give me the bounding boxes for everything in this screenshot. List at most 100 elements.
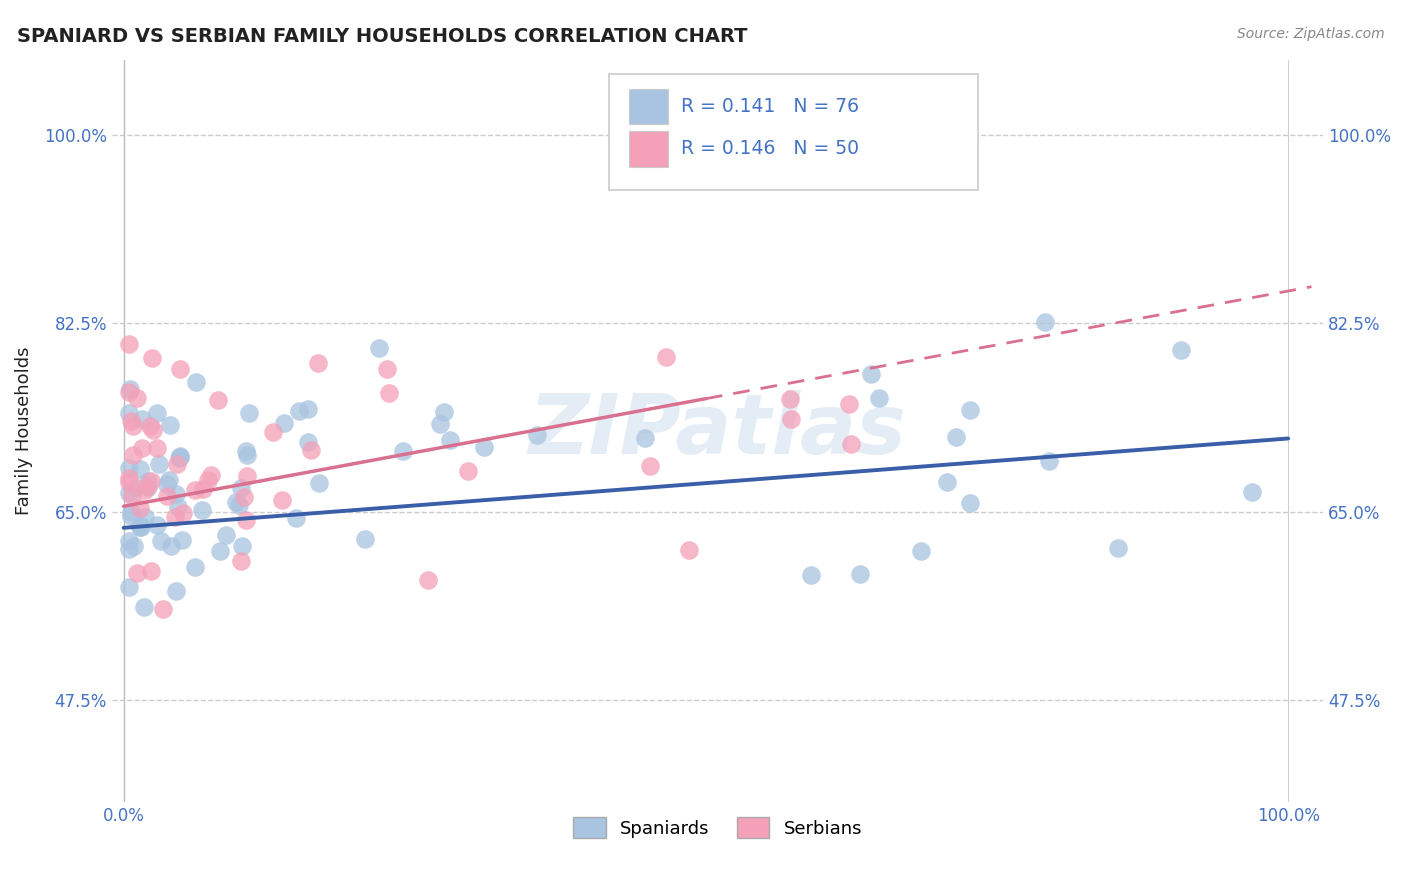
Point xyxy=(156,477,179,491)
Point xyxy=(134,483,156,498)
Point xyxy=(134,510,156,524)
Point xyxy=(120,414,142,428)
Point xyxy=(779,392,801,406)
Point xyxy=(125,481,148,495)
Point xyxy=(849,567,872,582)
Point xyxy=(375,362,398,376)
Point xyxy=(868,392,890,406)
Point xyxy=(800,568,823,582)
Point xyxy=(235,468,257,483)
Point xyxy=(118,486,141,500)
Point xyxy=(156,489,179,503)
Point xyxy=(160,539,183,553)
Point xyxy=(118,385,141,400)
Point xyxy=(122,418,145,433)
Point xyxy=(152,601,174,615)
Point xyxy=(959,403,981,417)
Point xyxy=(308,475,330,490)
Point xyxy=(235,444,257,458)
Point xyxy=(118,542,141,557)
Point xyxy=(131,442,153,456)
Point xyxy=(233,490,256,504)
Point xyxy=(307,356,329,370)
Point xyxy=(1170,343,1192,358)
Point xyxy=(148,457,170,471)
Text: R = 0.141   N = 76: R = 0.141 N = 76 xyxy=(682,97,859,116)
Point xyxy=(271,493,294,508)
Point xyxy=(139,474,162,488)
Point xyxy=(183,483,205,498)
Point xyxy=(129,518,152,533)
Point xyxy=(200,467,222,482)
Point xyxy=(238,406,260,420)
Point xyxy=(433,405,456,419)
Point xyxy=(288,404,311,418)
FancyBboxPatch shape xyxy=(609,74,979,190)
Point xyxy=(118,461,141,475)
Point xyxy=(124,539,146,553)
Point xyxy=(131,412,153,426)
FancyBboxPatch shape xyxy=(628,88,668,124)
Point xyxy=(128,500,150,515)
Point xyxy=(184,375,207,389)
Point xyxy=(165,584,187,599)
Point xyxy=(172,506,194,520)
Point xyxy=(1038,454,1060,468)
Point xyxy=(169,361,191,376)
Point xyxy=(457,464,479,478)
Point xyxy=(141,564,163,578)
Point xyxy=(118,337,141,351)
Point xyxy=(392,444,415,458)
Point xyxy=(439,434,461,448)
Point xyxy=(118,475,141,490)
Point xyxy=(191,482,214,496)
Point xyxy=(228,498,250,512)
Point xyxy=(141,351,163,365)
Point xyxy=(118,406,141,420)
Text: SPANIARD VS SERBIAN FAMILY HOUSEHOLDS CORRELATION CHART: SPANIARD VS SERBIAN FAMILY HOUSEHOLDS CO… xyxy=(17,27,748,45)
Text: R = 0.146   N = 50: R = 0.146 N = 50 xyxy=(682,139,859,158)
Point xyxy=(121,490,143,504)
Point xyxy=(145,517,167,532)
Point xyxy=(125,566,148,581)
Point xyxy=(118,580,141,594)
Point xyxy=(262,425,284,440)
Point xyxy=(839,437,862,451)
Point xyxy=(377,386,399,401)
Point xyxy=(163,510,186,524)
Point xyxy=(129,520,152,534)
Point xyxy=(297,435,319,450)
Point xyxy=(367,341,389,355)
Point xyxy=(299,443,322,458)
Point xyxy=(353,532,375,546)
Point xyxy=(1240,485,1263,500)
Point xyxy=(159,417,181,432)
Text: ZIPatlas: ZIPatlas xyxy=(529,391,907,472)
Point xyxy=(149,534,172,549)
Y-axis label: Family Households: Family Households xyxy=(15,347,32,516)
Point xyxy=(208,544,231,558)
Point xyxy=(165,487,187,501)
Point xyxy=(1107,541,1129,556)
Point xyxy=(125,391,148,405)
Point xyxy=(472,441,495,455)
Point xyxy=(838,397,860,411)
Point xyxy=(780,412,803,426)
Point xyxy=(273,417,295,431)
Point xyxy=(634,431,657,445)
Point xyxy=(145,406,167,420)
Point xyxy=(936,475,959,489)
Point xyxy=(235,449,257,463)
Point xyxy=(146,442,169,456)
FancyBboxPatch shape xyxy=(628,131,668,167)
Text: Source: ZipAtlas.com: Source: ZipAtlas.com xyxy=(1237,27,1385,41)
Point xyxy=(638,459,661,474)
Point xyxy=(170,533,193,548)
Point xyxy=(139,419,162,434)
Point xyxy=(120,382,142,396)
Point xyxy=(190,502,212,516)
Point xyxy=(166,457,188,471)
Point xyxy=(129,520,152,534)
Point xyxy=(120,505,142,519)
Point xyxy=(215,527,238,541)
